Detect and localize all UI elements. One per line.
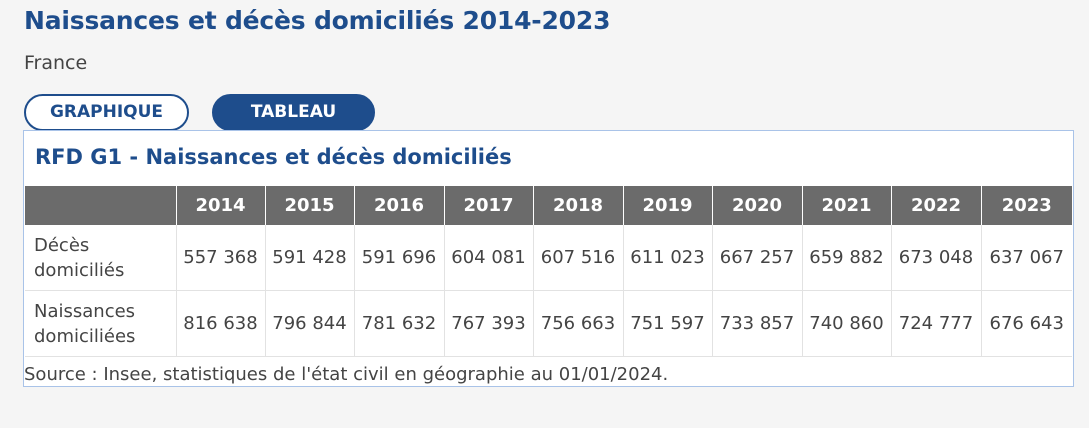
page-subtitle: France (24, 52, 88, 74)
table-cell: 637 067 (981, 225, 1072, 291)
table-cell: 733 857 (712, 290, 803, 357)
column-header: 2022 (891, 186, 982, 225)
table-cell: 816 638 (176, 290, 266, 357)
column-header: 2014 (176, 186, 266, 225)
table-cell: 756 663 (533, 290, 624, 357)
table-row: Naissances domiciliées 816 638 796 844 7… (25, 290, 1072, 357)
table-panel: RFD G1 - Naissances et décès domiciliés … (23, 130, 1074, 387)
column-header: 2017 (444, 186, 534, 225)
table-cell: 724 777 (891, 290, 982, 357)
tab-tableau[interactable]: TABLEAU (212, 94, 375, 131)
column-header: 2016 (354, 186, 445, 225)
table-cell: 659 882 (802, 225, 892, 291)
column-header: 2018 (533, 186, 624, 225)
table-caption: RFD G1 - Naissances et décès domiciliés (35, 145, 512, 169)
table-row: Décès domiciliés 557 368 591 428 591 696… (25, 225, 1072, 291)
table-cell: 611 023 (623, 225, 713, 291)
data-table: 2014 2015 2016 2017 2018 2019 2020 2021 … (25, 186, 1072, 357)
table-cell: 667 257 (712, 225, 803, 291)
page-title: Naissances et décès domiciliés 2014-2023 (24, 6, 611, 35)
table-corner-header (25, 186, 177, 225)
table-cell: 751 597 (623, 290, 713, 357)
column-header: 2023 (981, 186, 1072, 225)
table-cell: 781 632 (354, 290, 445, 357)
row-label: Naissances domiciliées (25, 290, 177, 357)
column-header: 2019 (623, 186, 713, 225)
table-cell: 591 428 (265, 225, 355, 291)
column-header: 2020 (712, 186, 803, 225)
source-note: Source : Insee, statistiques de l'état c… (24, 364, 669, 385)
table-cell: 796 844 (265, 290, 355, 357)
table-cell: 767 393 (444, 290, 534, 357)
tab-graphique[interactable]: GRAPHIQUE (24, 94, 189, 131)
column-header: 2015 (265, 186, 355, 225)
row-label: Décès domiciliés (25, 225, 177, 291)
table-cell: 673 048 (891, 225, 982, 291)
column-header: 2021 (802, 186, 892, 225)
table-cell: 591 696 (354, 225, 445, 291)
table-cell: 740 860 (802, 290, 892, 357)
table-header-row: 2014 2015 2016 2017 2018 2019 2020 2021 … (25, 186, 1072, 225)
table-cell: 676 643 (981, 290, 1072, 357)
table-cell: 557 368 (176, 225, 266, 291)
table-cell: 604 081 (444, 225, 534, 291)
table-cell: 607 516 (533, 225, 624, 291)
